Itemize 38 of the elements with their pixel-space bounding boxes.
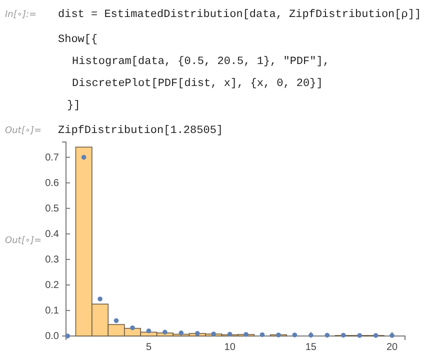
point (114, 318, 119, 324)
x-tick-label: 15 (305, 342, 317, 353)
point (324, 332, 330, 338)
y-tick-label: 0.3 (45, 254, 60, 266)
point (260, 332, 265, 338)
point (81, 154, 86, 160)
point (373, 333, 378, 338)
x-tick-label: 20 (386, 342, 398, 353)
text: Show[{ (58, 34, 98, 46)
point (340, 332, 346, 338)
point (244, 332, 248, 337)
text: Out[∘]= (5, 236, 42, 246)
y-tick-label: 0.0 (45, 331, 60, 342)
text: Histogram[data, {0.5, 20.5, 1}, "PDF"], (72, 56, 330, 68)
x-tick-label: 10 (224, 342, 236, 353)
point (194, 331, 200, 336)
x-tick-label: 5 (146, 342, 152, 353)
y-tick-label: 0.7 (45, 152, 60, 164)
point (276, 332, 281, 338)
y-tick-label: 0.6 (45, 178, 60, 190)
point (146, 328, 152, 334)
y-tick-label: 0.1 (45, 306, 60, 317)
text: DiscretePlot[PDF[dist, x], {x, 0, 20}] (72, 78, 323, 90)
point (357, 333, 362, 338)
text: dist = EstimatedDistribution[data, ZipfDistribution[ρ]] (58, 9, 422, 21)
y-tick-label: 0.2 (45, 280, 60, 292)
text: }] (67, 100, 80, 112)
point (211, 332, 216, 336)
y-tick-label: 0.5 (45, 204, 60, 215)
text: ZipfDistribution[1.28505] (58, 125, 224, 137)
point (98, 296, 102, 302)
y-tick-label: 0.4 (45, 229, 60, 240)
point (292, 332, 298, 338)
text: Out[∘]= (5, 126, 42, 136)
point (178, 330, 184, 336)
point (130, 325, 135, 330)
point (162, 330, 168, 335)
text: In[∘]:= (5, 10, 37, 20)
